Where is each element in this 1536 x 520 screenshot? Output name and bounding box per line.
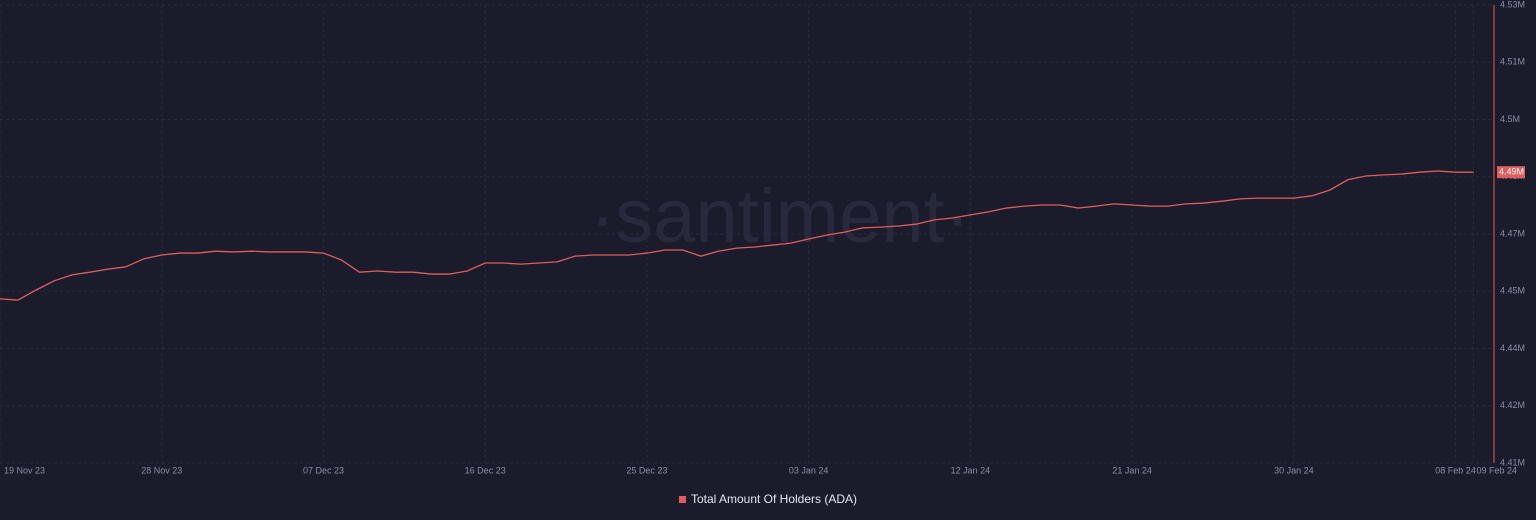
y-tick-label: 4.44M bbox=[1500, 343, 1525, 353]
x-tick-label: 21 Jan 24 bbox=[1112, 465, 1152, 475]
x-tick-label: 07 Dec 23 bbox=[303, 465, 344, 475]
x-tick-label: 08 Feb 24 bbox=[1435, 465, 1476, 475]
legend-swatch bbox=[678, 496, 686, 503]
data-line bbox=[0, 170, 1474, 301]
last-value-label: 4.49M bbox=[1499, 167, 1524, 177]
y-tick-label: 4.5M bbox=[1500, 114, 1520, 124]
x-tick-label: 16 Dec 23 bbox=[465, 465, 506, 475]
legend-label: Total Amount Of Holders (ADA) bbox=[691, 492, 857, 506]
y-tick-label: 4.41M bbox=[1500, 457, 1525, 467]
y-tick-label: 4.51M bbox=[1500, 57, 1525, 67]
y-tick-label: 4.45M bbox=[1500, 286, 1525, 296]
x-tick-label: 25 Dec 23 bbox=[626, 465, 667, 475]
x-tick-label: 28 Nov 23 bbox=[141, 465, 182, 475]
x-tick-label: 03 Jan 24 bbox=[789, 465, 829, 475]
x-tick-label: 19 Nov 23 bbox=[4, 465, 45, 475]
y-tick-label: 4.47M bbox=[1500, 228, 1525, 238]
y-tick-label: 4.42M bbox=[1500, 400, 1525, 410]
x-tick-label: 12 Jan 24 bbox=[951, 465, 991, 475]
last-value-badge bbox=[1497, 166, 1525, 179]
x-tick-label: 30 Jan 24 bbox=[1274, 465, 1314, 475]
legend: Total Amount Of Holders (ADA) bbox=[678, 492, 857, 506]
x-tick-label: 09 Feb 24 bbox=[1477, 465, 1518, 475]
y-tick-label: 4.53M bbox=[1500, 0, 1525, 9]
